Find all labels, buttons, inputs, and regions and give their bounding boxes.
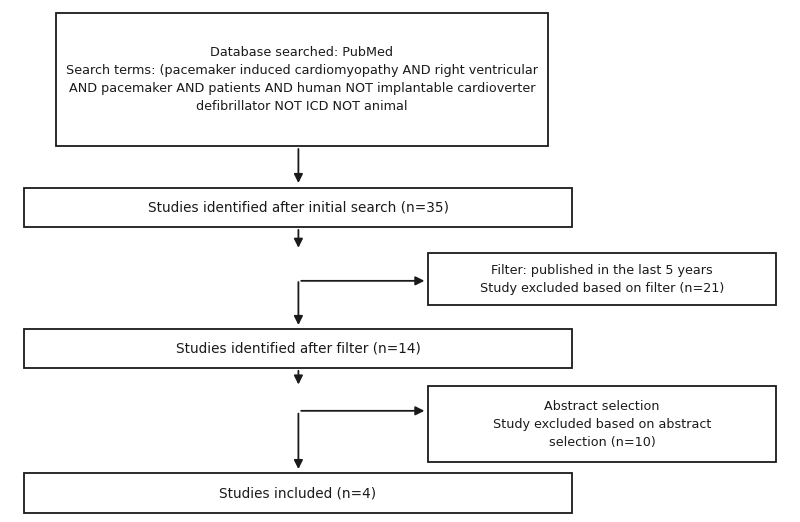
Text: Filter: published in the last 5 years
Study excluded based on filter (n=21): Filter: published in the last 5 years St… [480,264,724,295]
Text: Studies included (n=4): Studies included (n=4) [219,486,377,500]
Text: Abstract selection
Study excluded based on abstract
selection (n=10): Abstract selection Study excluded based … [493,400,711,448]
FancyBboxPatch shape [56,13,548,146]
FancyBboxPatch shape [428,386,776,462]
FancyBboxPatch shape [24,188,572,227]
FancyBboxPatch shape [428,253,776,305]
FancyBboxPatch shape [24,329,572,368]
FancyBboxPatch shape [24,473,572,513]
Text: Database searched: PubMed
Search terms: (pacemaker induced cardiomyopathy AND ri: Database searched: PubMed Search terms: … [66,46,538,113]
Text: Studies identified after initial search (n=35): Studies identified after initial search … [147,200,449,215]
Text: Studies identified after filter (n=14): Studies identified after filter (n=14) [175,341,421,355]
